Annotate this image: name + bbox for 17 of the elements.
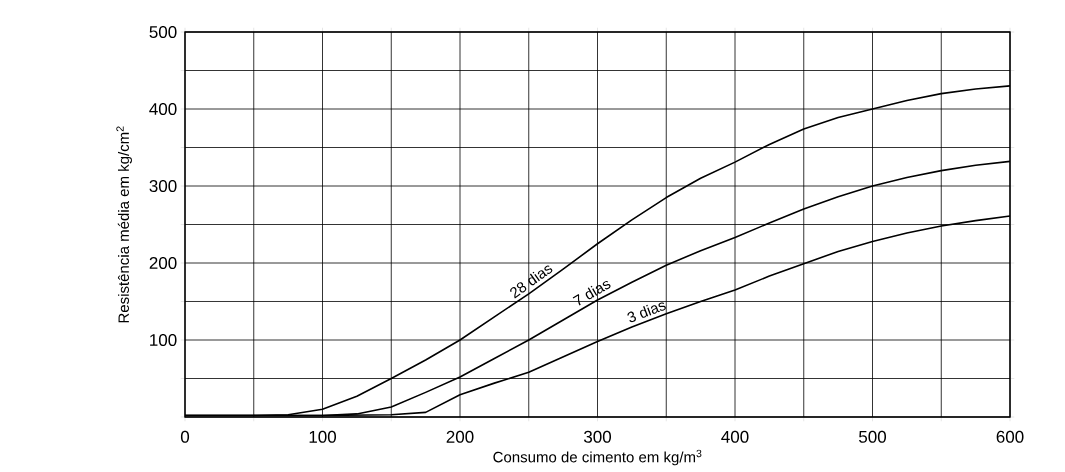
- x-tick-label: 100: [309, 430, 337, 443]
- x-tick-label: 400: [721, 430, 749, 443]
- y-tick-label: 200: [149, 256, 177, 270]
- text: 3 dias: [627, 302, 666, 323]
- y-tick-label: 100: [150, 333, 177, 347]
- x-tick-label: 300: [583, 430, 612, 443]
- x-tick-label: 200: [446, 430, 474, 443]
- text: 7 dias: [572, 280, 611, 306]
- x-tick-label: 600: [996, 430, 1024, 443]
- y-tick-label: 400: [149, 102, 177, 116]
- y-axis-title: Resistência média em kg/cm$^{2}$: [116, 126, 132, 323]
- text: 28 dias: [510, 265, 553, 299]
- x-tick-label: 500: [859, 430, 887, 443]
- y-tick-label: 300: [149, 179, 177, 193]
- x-tick-label: 0: [180, 430, 190, 443]
- y-tick-label: 500: [149, 25, 177, 39]
- x-axis-title: Consumo de cimento em kg/m$^{3}$: [493, 449, 702, 466]
